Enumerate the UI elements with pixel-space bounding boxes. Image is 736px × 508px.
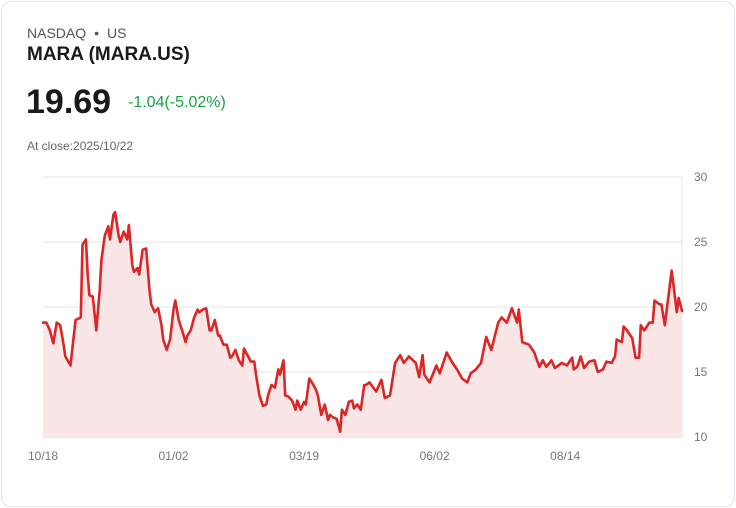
y-tick-label: 10 — [694, 430, 708, 444]
close-date: At close:2025/10/22 — [27, 139, 134, 153]
price-change: -1.04(-5.02%) — [128, 94, 226, 111]
current-price: 19.69 — [26, 83, 112, 121]
x-tick-label: 03/19 — [289, 449, 319, 463]
price-line — [41, 210, 684, 434]
region: US — [107, 25, 127, 41]
x-tick-label: 06/02 — [420, 449, 450, 463]
price-area — [43, 212, 682, 437]
stock-title: MARA (MARA.US) — [27, 44, 190, 65]
exchange-name: NASDAQ — [27, 25, 87, 41]
x-tick-label: 08/14 — [550, 449, 580, 463]
exchange-line: NASDAQ • US — [27, 25, 126, 41]
y-tick-label: 20 — [694, 300, 708, 314]
x-tick-label: 01/02 — [159, 449, 189, 463]
y-tick-label: 15 — [694, 365, 708, 379]
y-tick-label: 25 — [694, 235, 708, 249]
separator-dot: • — [94, 25, 100, 41]
x-tick-label: 10/18 — [28, 449, 58, 463]
y-tick-label: 30 — [694, 170, 708, 184]
